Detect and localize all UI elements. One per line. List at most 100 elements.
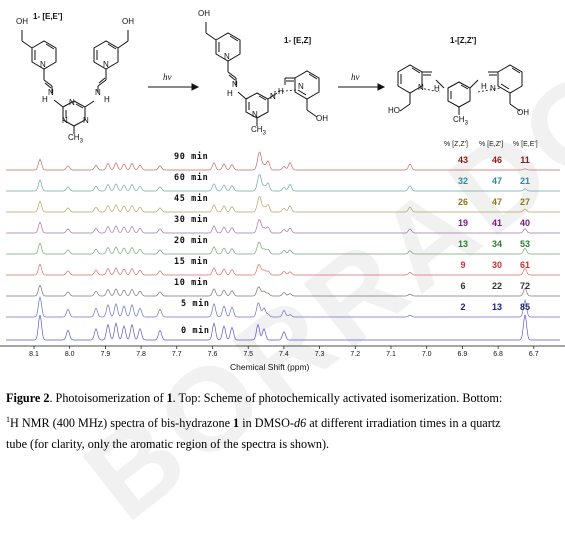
tick-label: 7.1 (386, 351, 396, 358)
atom-ch3: CH3 (68, 133, 83, 145)
atom-oh: OH (122, 17, 134, 26)
caption-compound: 1 (233, 416, 240, 431)
caption-sup: 1 (6, 415, 10, 424)
percent-ez: 47 (491, 176, 502, 186)
atom-n: N (224, 52, 230, 61)
caption-text: . Top: Scheme of photochemically activat… (172, 391, 503, 405)
atom-h: H (42, 95, 48, 104)
atom-h: H (278, 87, 284, 96)
atom-n: N (83, 116, 89, 125)
atom-ch3: CH3 (251, 125, 266, 137)
percent-zz: 32 (457, 176, 468, 186)
percent-zz: 6 (460, 281, 466, 291)
caption-solvent: d6 (294, 416, 307, 431)
atom-n: N (40, 60, 46, 69)
arrow-label-1: hν (163, 72, 172, 82)
caption-text: H NMR (400 MHz) spectra of bis-hydrazone (10, 416, 234, 431)
atom-ho: HO (388, 106, 400, 115)
atom-oh: OH (316, 114, 328, 123)
percent-ee: 11 (520, 155, 530, 165)
percent-ee: 72 (519, 281, 530, 291)
time-label: 5 min (181, 299, 210, 309)
percent-ee: 21 (519, 176, 530, 186)
percent-ee: 27 (519, 197, 530, 207)
percent-zz: 19 (457, 218, 468, 228)
percent-ee: 85 (519, 302, 530, 312)
tick-label: 7.3 (314, 351, 325, 358)
col-header-zz: % [Z,Z'] (444, 141, 468, 148)
caption-compound: 1 (166, 391, 173, 405)
atom-n: N (103, 60, 109, 69)
caption-label: Figure 2 (6, 391, 50, 405)
structure-ee (21, 30, 129, 134)
percent-ez: 41 (491, 218, 502, 228)
atom-oh: OH (517, 108, 529, 117)
percent-ee: 61 (519, 260, 530, 270)
caption-text: . Photoisomerization of (49, 391, 167, 405)
spectrum-trace (6, 295, 560, 318)
tick-label: 7.6 (207, 351, 218, 358)
tick-label: 6.8 (493, 351, 503, 358)
atom-n: N (232, 80, 238, 89)
percent-ee: 53 (519, 239, 530, 249)
structure-zz (397, 64, 523, 115)
percent-zz: 43 (457, 155, 468, 165)
atom-n: N (252, 110, 258, 119)
percent-ez: 13 (491, 302, 502, 312)
axis-label: Chemical Shift (ppm) (230, 362, 310, 372)
col-header-ee: % [E,E'] (513, 141, 538, 148)
time-label: 30 min (174, 215, 209, 225)
structure-ez (205, 22, 320, 126)
spectrum-trace (6, 218, 560, 234)
percent-ee: 40 (519, 218, 530, 228)
atom-n: N (490, 84, 496, 93)
spectrum-trace (6, 196, 560, 213)
atom-h: H (481, 82, 487, 91)
caption-text: tube (for clarity, only the aromatic reg… (6, 437, 330, 452)
time-label: 45 min (174, 194, 209, 204)
time-label: 10 min (174, 278, 209, 288)
spectrum-trace (6, 174, 560, 192)
time-label: 20 min (174, 236, 209, 246)
tick-label: 6.7 (528, 351, 539, 358)
compound-label-ee: 1- [E,E'] (33, 12, 63, 21)
spectrum-trace (6, 263, 560, 276)
tick-label: 6.9 (457, 351, 468, 358)
compound-label-ez: 1- [E,Z] (284, 36, 312, 45)
atom-oh: OH (16, 17, 28, 26)
percent-zz: 13 (457, 239, 468, 249)
arrow-label-2: hν (351, 72, 360, 82)
time-label: 60 min (174, 173, 209, 183)
nmr-spectra (0, 151, 565, 349)
atom-n: N (418, 83, 424, 92)
tick-label: 7.5 (243, 351, 254, 358)
figure-caption: Figure 2. Photoisomerization of 1. Top: … (6, 388, 562, 455)
atom-n: N (69, 98, 75, 107)
atom-n: N (270, 92, 276, 101)
spectrum-trace (6, 284, 560, 297)
time-label: 90 min (174, 152, 209, 162)
percent-ez: 47 (491, 197, 502, 207)
caption-text: in DMSO- (239, 416, 294, 431)
compound-label-zz: 1-[Z,Z'] (450, 36, 477, 45)
atom-h: H (434, 84, 440, 93)
spectrum-trace (6, 314, 560, 341)
percent-ez: 46 (491, 155, 502, 165)
percent-zz: 26 (457, 197, 468, 207)
tick-label: 7.0 (421, 351, 432, 358)
atom-h: H (104, 95, 110, 104)
tick-label: 7.8 (136, 351, 146, 358)
col-header-ez: % [E,Z'] (479, 141, 504, 148)
atom-n: N (95, 88, 101, 97)
spectrum-trace (6, 241, 560, 255)
tick-label: 7.7 (171, 351, 182, 358)
percent-ez: 34 (491, 239, 502, 249)
tick-label: 7.9 (100, 351, 111, 358)
tick-label: 8.0 (64, 351, 75, 358)
percent-ez: 22 (491, 281, 502, 291)
tick-label: 7.2 (350, 351, 361, 358)
caption-text: at different irradiation times in a quar… (306, 416, 501, 431)
time-label: 0 min (181, 326, 210, 336)
atom-n: N (62, 116, 68, 125)
tick-label: 7.4 (279, 351, 289, 358)
